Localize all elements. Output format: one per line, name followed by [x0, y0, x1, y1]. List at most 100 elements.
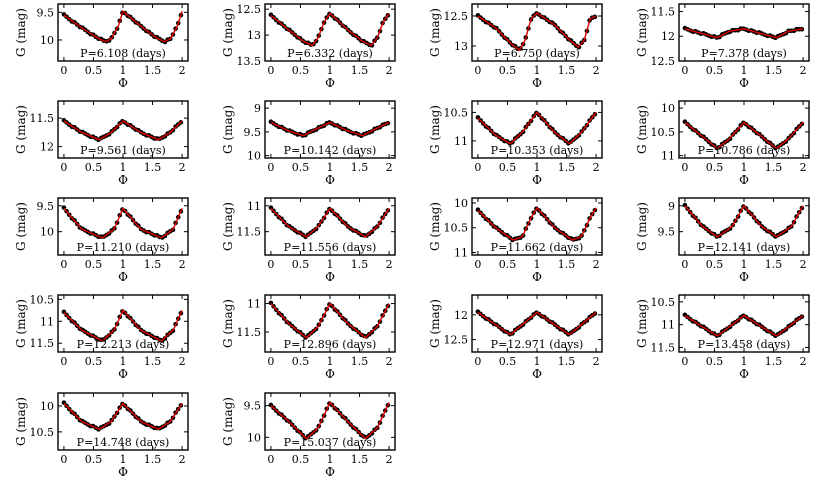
period-annotation: P=11.556 (days) — [284, 241, 377, 254]
y-tick-label: 11.5 — [651, 5, 676, 18]
light-curve-panel: 0 0.5 1 1.5 2 10 10.5 P=14.748 (days) Φ G (mag) — [14, 392, 189, 479]
x-tick-label: 1.5 — [558, 161, 576, 174]
x-tick-label: 2 — [593, 258, 600, 271]
x-tick-label: 1 — [120, 453, 127, 466]
y-tick-label: 11.5 — [30, 112, 55, 125]
period-annotation: P=10.142 (days) — [284, 144, 377, 157]
fitted-curve — [270, 121, 390, 137]
x-tick-label: 2 — [800, 355, 807, 368]
x-axis-title: Φ — [118, 270, 128, 284]
x-tick-label: 0 — [267, 161, 274, 174]
x-tick-label: 0 — [60, 355, 67, 368]
x-tick-label: 0.5 — [85, 161, 103, 174]
period-annotation: P=10.786 (days) — [698, 144, 791, 157]
y-tick-label: 10 — [454, 197, 468, 210]
x-tick-label: 0 — [474, 258, 481, 271]
period-annotation: P=6.108 (days) — [80, 47, 166, 60]
y-axis-title: G (mag) — [428, 299, 442, 348]
y-tick-label: 11 — [247, 200, 261, 213]
x-axis-title: Φ — [325, 270, 335, 284]
fitted-curve — [270, 12, 390, 47]
x-tick-label: 1 — [534, 355, 541, 368]
period-annotation: P=9.561 (days) — [80, 144, 166, 157]
y-axis-title: G (mag) — [428, 202, 442, 251]
y-axis-title: G (mag) — [14, 8, 28, 57]
y-tick-label: 12 — [40, 141, 54, 154]
x-tick-label: 2 — [800, 258, 807, 271]
y-tick-label: 11 — [454, 135, 468, 148]
x-axis-title: Φ — [532, 367, 542, 381]
x-tick-label: 1 — [120, 258, 127, 271]
x-tick-label: 1.5 — [558, 258, 576, 271]
fitted-curve — [684, 204, 804, 238]
period-annotation: P=12.971 (days) — [491, 338, 584, 351]
x-tick-label: 2 — [179, 258, 186, 271]
x-tick-label: 0 — [681, 258, 688, 271]
x-tick-label: 0 — [60, 258, 67, 271]
x-tick-label: 2 — [179, 161, 186, 174]
y-axis-title: G (mag) — [221, 299, 235, 348]
x-tick-label: 1.5 — [144, 453, 162, 466]
y-tick-label: 10 — [247, 150, 261, 163]
x-tick-label: 0.5 — [499, 355, 517, 368]
y-tick-label: 9.5 — [658, 226, 676, 239]
x-tick-label: 1.5 — [144, 258, 162, 271]
y-axis-title: G (mag) — [14, 299, 28, 348]
light-curve-panel: 0 0.5 1 1.5 2 10.5 11 P=10.353 (days) Φ G (mag) — [428, 100, 603, 187]
y-axis-title: G (mag) — [221, 8, 235, 57]
x-tick-label: 1 — [741, 355, 748, 368]
x-tick-label: 2 — [800, 161, 807, 174]
y-tick-label: 11 — [40, 315, 54, 328]
x-tick-label: 0.5 — [499, 161, 517, 174]
x-tick-label: 0 — [267, 64, 274, 77]
x-tick-label: 2 — [386, 453, 393, 466]
x-tick-label: 1.5 — [351, 355, 369, 368]
y-tick-label: 9 — [254, 102, 261, 115]
y-tick-label: 10.5 — [444, 222, 469, 235]
fitted-curve — [270, 302, 390, 339]
y-tick-label: 10.5 — [651, 296, 676, 309]
x-tick-label: 1 — [327, 161, 334, 174]
y-tick-label: 11.5 — [237, 326, 262, 339]
x-tick-label: 1.5 — [351, 258, 369, 271]
fitted-curve — [270, 207, 390, 238]
x-tick-label: 1 — [741, 258, 748, 271]
x-tick-label: 0.5 — [292, 453, 310, 466]
x-tick-label: 1.5 — [144, 355, 162, 368]
x-tick-label: 1 — [741, 161, 748, 174]
x-axis-title: Φ — [739, 367, 749, 381]
y-tick-label: 12.5 — [444, 334, 469, 347]
x-tick-label: 2 — [593, 64, 600, 77]
x-tick-label: 0.5 — [292, 64, 310, 77]
fitted-curve — [684, 314, 804, 337]
y-axis-title: G (mag) — [635, 202, 649, 251]
y-tick-label: 10.5 — [30, 293, 55, 306]
x-tick-label: 2 — [179, 453, 186, 466]
period-annotation: P=14.748 (days) — [77, 436, 170, 449]
period-annotation: P=12.896 (days) — [284, 338, 377, 351]
y-tick-label: 10.5 — [444, 106, 469, 119]
y-tick-label: 11.5 — [651, 341, 676, 354]
x-tick-label: 0 — [267, 453, 274, 466]
fitted-curve — [63, 207, 183, 239]
light-curve-panel: 0 0.5 1 1.5 2 9 9.5 10 P=10.142 (days) Φ G (mag) — [221, 100, 396, 187]
period-annotation: P=13.458 (days) — [698, 338, 791, 351]
x-tick-label: 1.5 — [351, 161, 369, 174]
light-curve-panel: 0 0.5 1 1.5 2 9.5 10 P=6.108 (days) Φ G (mag) — [14, 3, 189, 90]
x-axis-title: Φ — [118, 367, 128, 381]
x-tick-label: 0 — [474, 64, 481, 77]
x-tick-label: 1 — [327, 64, 334, 77]
y-tick-label: 11.5 — [237, 226, 262, 239]
fitted-curve — [63, 402, 183, 431]
period-annotation: P=6.750 (days) — [494, 47, 580, 60]
fitted-curve — [270, 401, 390, 440]
x-tick-label: 2 — [386, 161, 393, 174]
y-tick-label: 13 — [454, 40, 468, 53]
y-tick-label: 11 — [661, 319, 675, 332]
x-tick-label: 0.5 — [85, 258, 103, 271]
fitted-curve — [63, 120, 183, 141]
y-axis-title: G (mag) — [428, 105, 442, 154]
